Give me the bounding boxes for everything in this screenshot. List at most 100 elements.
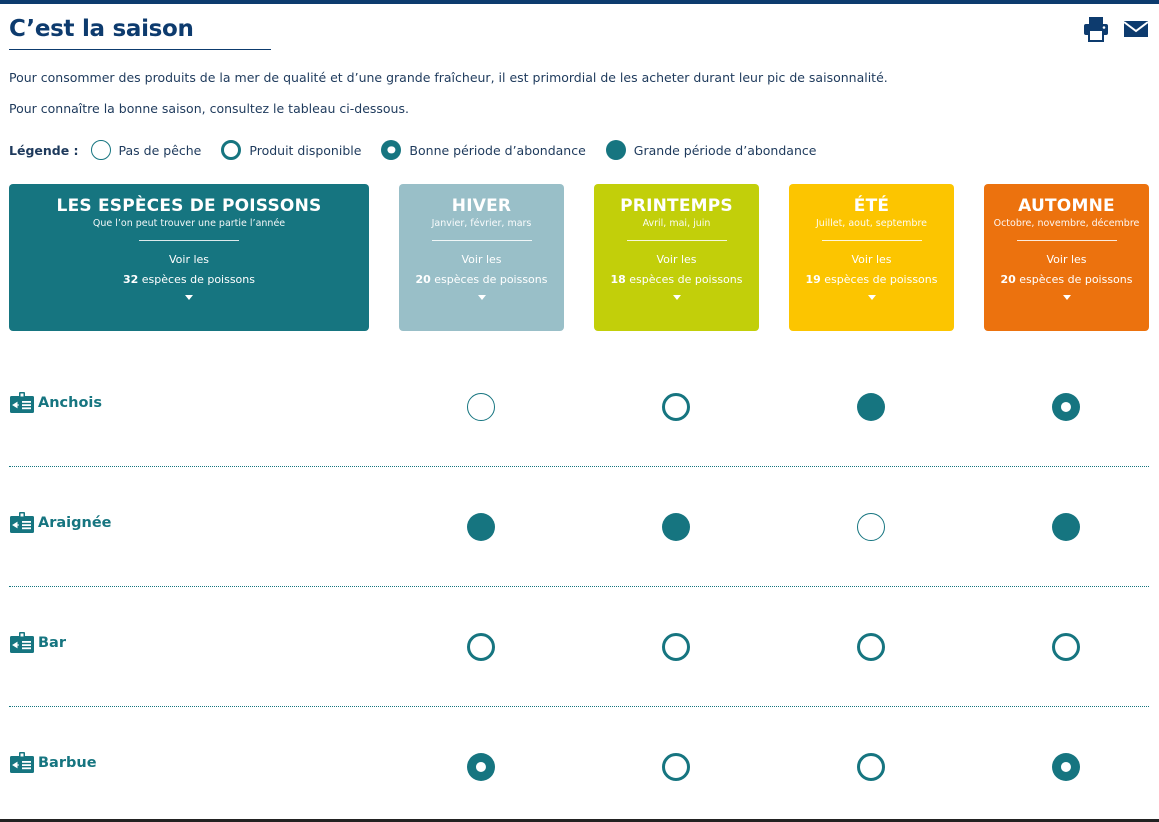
- legend: Légende : Pas de pêche Produit disponibl…: [9, 139, 836, 161]
- card-count: 20 espèces de poissons: [399, 273, 564, 286]
- intro-text-1: Pour consommer des produits de la mer de…: [9, 70, 888, 85]
- card-title: ÉTÉ: [853, 196, 890, 216]
- dot-circle-icon: [381, 140, 402, 160]
- count-value: 20: [1000, 273, 1016, 286]
- legend-item-pas-de-peche: Pas de pêche: [90, 140, 202, 160]
- card-count: 19 espèces de poissons: [789, 273, 954, 286]
- card-title: HIVER: [451, 196, 512, 216]
- card-voir-label: Voir les: [656, 253, 697, 266]
- season-status-hiver: [467, 753, 495, 781]
- legend-item-produit-disponible: Produit disponible: [221, 140, 361, 160]
- season-status-hiver: [467, 633, 495, 661]
- season-status-printemps: [662, 393, 690, 421]
- card-title: AUTOMNE: [1018, 196, 1115, 216]
- season-status-hiver: [467, 513, 495, 541]
- species-name[interactable]: Anchois: [9, 392, 102, 414]
- count-suffix: espèces de poissons: [138, 273, 255, 286]
- card-title: LES ESPÈCES DE POISSONS: [56, 196, 322, 216]
- page-actions: [1083, 16, 1149, 42]
- season-status-printemps: [662, 753, 690, 781]
- count-value: 20: [415, 273, 431, 286]
- species-row: Anchois: [9, 347, 1149, 467]
- fish-card-icon: [10, 512, 34, 533]
- card-title: PRINTEMPS: [620, 196, 733, 216]
- card-divider: [821, 240, 922, 241]
- season-status-automne: [1052, 393, 1080, 421]
- card-divider: [626, 240, 727, 241]
- species-name[interactable]: Araignée: [9, 512, 112, 534]
- count-suffix: espèces de poissons: [820, 273, 938, 286]
- season-status-ete: [857, 393, 885, 421]
- card-hiver[interactable]: HIVER Janvier, février, mars Voir les 20…: [399, 184, 564, 331]
- legend-item-bonne-periode: Bonne période d’abondance: [381, 140, 586, 160]
- legend-label: Grande période d’abondance: [633, 142, 817, 158]
- season-status-automne: [1052, 753, 1080, 781]
- filled-circle-icon: [605, 140, 626, 160]
- intro-text-2: Pour connaître la bonne saison, consulte…: [9, 101, 409, 116]
- empty-circle-icon: [90, 140, 111, 160]
- species-row: Barbue: [9, 707, 1149, 817]
- legend-label: Bonne période d’abondance: [409, 142, 586, 158]
- print-icon[interactable]: [1083, 16, 1109, 42]
- count-suffix: espèces de poissons: [625, 273, 743, 286]
- fish-card-icon: [10, 392, 34, 413]
- species-label: Anchois: [38, 395, 103, 411]
- page-title: C’est la saison: [9, 16, 194, 42]
- species-row: Araignée: [9, 467, 1149, 587]
- card-voir-label: Voir les: [851, 253, 892, 266]
- season-status-hiver: [467, 393, 495, 421]
- fish-card-icon: [10, 632, 34, 653]
- species-label: Barbue: [38, 755, 97, 771]
- season-status-automne: [1052, 633, 1080, 661]
- card-divider: [1016, 240, 1117, 241]
- card-subtitle: Janvier, février, mars: [431, 218, 532, 229]
- title-underline: [9, 49, 271, 50]
- season-status-printemps: [662, 513, 690, 541]
- species-name[interactable]: Barbue: [9, 752, 97, 774]
- card-divider: [431, 240, 532, 241]
- card-subtitle: Que l’on peut trouver une partie l’année: [92, 218, 286, 229]
- card-count: 18 espèces de poissons: [594, 273, 759, 286]
- caret-down-icon[interactable]: [185, 295, 193, 300]
- card-voir-label: Voir les: [461, 253, 502, 266]
- season-status-printemps: [662, 633, 690, 661]
- card-voir-label: Voir les: [1046, 253, 1087, 266]
- card-ete[interactable]: ÉTÉ Juillet, aout, septembre Voir les 19…: [789, 184, 954, 331]
- caret-down-icon[interactable]: [672, 295, 681, 300]
- ring-circle-icon: [221, 140, 242, 160]
- card-subtitle: Juillet, aout, septembre: [816, 218, 927, 229]
- card-subtitle: Avril, mai, juin: [642, 218, 711, 229]
- mail-icon[interactable]: [1123, 16, 1149, 42]
- card-printemps[interactable]: PRINTEMPS Avril, mai, juin Voir les 18 e…: [594, 184, 759, 331]
- card-divider: [139, 240, 239, 241]
- caret-down-icon[interactable]: [477, 295, 486, 300]
- count-value: 32: [122, 273, 139, 286]
- season-status-ete: [857, 753, 885, 781]
- caret-down-icon[interactable]: [867, 295, 876, 300]
- bottom-edge: [0, 819, 1159, 822]
- count-suffix: espèces de poissons: [1015, 273, 1133, 286]
- row-divider: [9, 466, 1149, 467]
- top-accent-bar: [0, 0, 1159, 4]
- legend-label: Produit disponible: [249, 142, 362, 158]
- fish-card-icon: [10, 752, 34, 773]
- legend-label: Pas de pêche: [118, 142, 202, 158]
- season-status-ete: [857, 513, 885, 541]
- count-suffix: espèces de poissons: [430, 273, 548, 286]
- card-automne[interactable]: AUTOMNE Octobre, novembre, décembre Voir…: [984, 184, 1149, 331]
- legend-item-grande-periode: Grande période d’abondance: [605, 140, 817, 160]
- card-especes[interactable]: LES ESPÈCES DE POISSONS Que l’on peut tr…: [9, 184, 369, 331]
- card-count: 32 espèces de poissons: [9, 273, 369, 286]
- season-status-automne: [1052, 513, 1080, 541]
- row-divider: [9, 706, 1149, 707]
- species-name[interactable]: Bar: [9, 632, 66, 654]
- card-subtitle: Octobre, novembre, décembre: [993, 218, 1140, 229]
- count-value: 19: [805, 273, 821, 286]
- species-label: Araignée: [38, 515, 112, 531]
- row-divider: [9, 586, 1149, 587]
- caret-down-icon[interactable]: [1062, 295, 1071, 300]
- season-status-ete: [857, 633, 885, 661]
- count-value: 18: [610, 273, 626, 286]
- species-label: Bar: [38, 635, 66, 651]
- card-voir-label: Voir les: [168, 253, 210, 266]
